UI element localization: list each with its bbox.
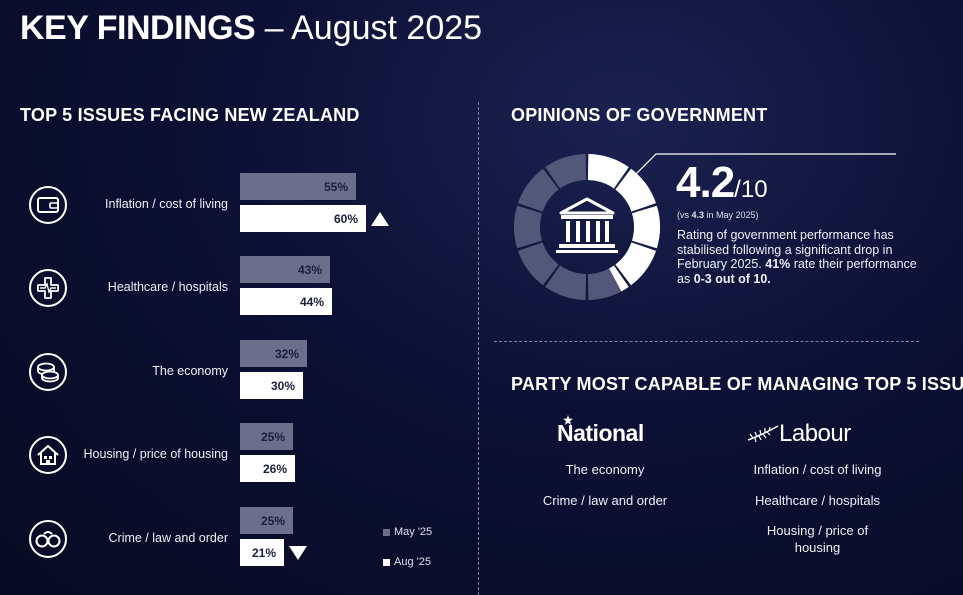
donut-segment-filled bbox=[615, 168, 656, 212]
category-label: Inflation / cost of living bbox=[105, 197, 228, 211]
national-item: The economy bbox=[565, 462, 645, 477]
score-value: 4.2 bbox=[676, 158, 735, 207]
labour-logo-text: Labour bbox=[779, 420, 851, 447]
page-title-bold: KEY FINDINGS bbox=[20, 9, 256, 47]
bar-aug: 21% bbox=[240, 539, 284, 566]
legend-aug: Aug '25 bbox=[383, 556, 431, 568]
category-label: Housing / price of housing bbox=[83, 447, 228, 461]
bar-aug: 44% bbox=[240, 288, 332, 315]
note-prefix: (vs bbox=[677, 210, 692, 220]
rating-donut bbox=[514, 153, 896, 300]
vertical-divider bbox=[478, 102, 479, 595]
national-item: Crime / law and order bbox=[542, 493, 668, 508]
labour-item: Housing / price of housing bbox=[766, 523, 869, 555]
category-label: Healthcare / hospitals bbox=[107, 280, 228, 294]
note-suffix: in May 2025) bbox=[704, 210, 759, 220]
score-display: 4.2/10 bbox=[676, 158, 768, 208]
legend-aug-label: Aug '25 bbox=[394, 556, 431, 568]
callout-line bbox=[629, 153, 896, 181]
fern-icon bbox=[747, 425, 779, 443]
note-value: 4.3 bbox=[691, 210, 705, 220]
donut-segment bbox=[545, 154, 587, 189]
labour-item: Healthcare / hospitals bbox=[754, 493, 880, 508]
government-building-icon bbox=[556, 197, 618, 253]
legend-may: May '25 bbox=[383, 526, 432, 538]
bar-may: 55% bbox=[240, 173, 356, 200]
star-icon bbox=[563, 415, 573, 425]
score-denominator: /10 bbox=[734, 176, 768, 203]
page-title-date: – August 2025 bbox=[255, 9, 483, 47]
opinions-heading: OPINIONS OF GOVERNMENT bbox=[511, 105, 768, 125]
bar-may: 32% bbox=[240, 340, 307, 367]
increase-arrow-icon bbox=[371, 212, 389, 226]
desc-bold-2: 0-3 out of 10. bbox=[693, 271, 771, 286]
donut-segment-filled bbox=[587, 154, 629, 189]
horizontal-divider bbox=[494, 341, 919, 342]
decrease-arrow-icon bbox=[289, 546, 307, 560]
donut-segment-filled bbox=[631, 205, 660, 249]
legend-aug-swatch bbox=[383, 558, 390, 566]
labour-logo: Labour bbox=[747, 420, 851, 448]
donut-segment bbox=[545, 265, 587, 300]
bar-aug: 60% bbox=[240, 205, 366, 232]
party-heading: PARTY MOST CAPABLE OF MANAGING TOP 5 ISS… bbox=[511, 374, 963, 394]
issues-heading: TOP 5 ISSUES FACING NEW ZEALAND bbox=[20, 105, 360, 125]
bar-aug: 26% bbox=[240, 455, 295, 482]
national-logo: National bbox=[557, 415, 644, 447]
wallet-icon bbox=[29, 186, 67, 224]
donut-segment bbox=[518, 168, 559, 212]
desc-part-2: rate their performance as bbox=[677, 257, 917, 286]
donut-segment-filled bbox=[615, 242, 656, 286]
coins-icon bbox=[29, 353, 67, 391]
bar-aug: 30% bbox=[240, 372, 303, 399]
heart-monitor-icon bbox=[29, 269, 67, 307]
desc-part-1: Rating of government performance has sta… bbox=[677, 228, 894, 271]
donut-segment bbox=[514, 205, 543, 249]
house-icon bbox=[29, 436, 67, 474]
labour-item: Inflation / cost of living bbox=[753, 462, 882, 477]
donut-segment bbox=[518, 242, 559, 286]
bar-may: 25% bbox=[240, 507, 293, 534]
bar-may: 43% bbox=[240, 256, 330, 283]
desc-bold-1: 41% bbox=[765, 257, 791, 271]
category-label: The economy bbox=[152, 364, 228, 378]
legend-may-swatch bbox=[383, 528, 390, 536]
page-title: KEY FINDINGS – August 2025 bbox=[20, 8, 482, 48]
national-logo-text: National bbox=[557, 420, 644, 446]
bar-may: 25% bbox=[240, 423, 293, 450]
donut-segment-filled bbox=[609, 265, 629, 292]
score-description: Rating of government performance has sta… bbox=[677, 228, 917, 286]
category-label: Crime / law and order bbox=[108, 531, 229, 545]
handcuffs-icon bbox=[29, 520, 67, 558]
score-comparison-note: (vs 4.3 in May 2025) bbox=[677, 210, 759, 220]
legend-may-label: May '25 bbox=[394, 526, 433, 538]
